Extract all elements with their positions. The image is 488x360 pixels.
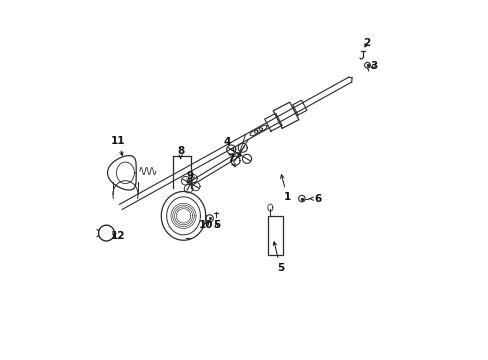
Text: 2: 2 xyxy=(363,38,370,48)
Text: 4: 4 xyxy=(223,137,234,152)
Text: 7: 7 xyxy=(227,154,235,167)
Text: 1: 1 xyxy=(280,175,290,202)
Text: 12: 12 xyxy=(111,231,125,240)
Text: 3: 3 xyxy=(369,61,376,71)
Bar xyxy=(267,216,282,255)
Text: 11: 11 xyxy=(111,136,125,156)
Text: 6: 6 xyxy=(308,194,321,204)
Text: 5: 5 xyxy=(212,220,220,230)
Text: 9: 9 xyxy=(186,171,193,184)
Text: 5: 5 xyxy=(273,242,284,273)
Text: 10: 10 xyxy=(199,220,213,230)
Text: 8: 8 xyxy=(177,145,184,158)
